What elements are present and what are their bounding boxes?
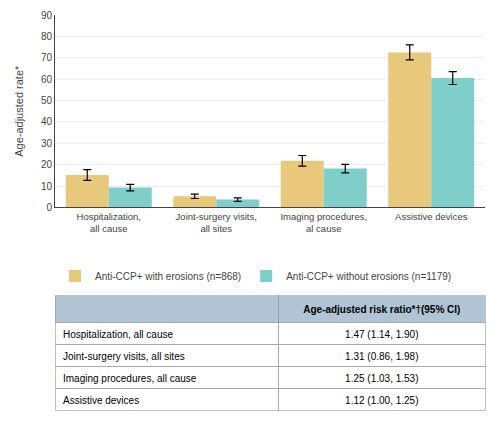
- svg-text:1.12 (1.00, 1.25): 1.12 (1.00, 1.25): [345, 395, 418, 406]
- svg-text:1.25 (1.03, 1.53): 1.25 (1.03, 1.53): [345, 373, 418, 384]
- svg-text:0: 0: [46, 202, 52, 213]
- svg-text:30: 30: [41, 138, 53, 149]
- svg-text:10: 10: [41, 181, 53, 192]
- svg-text:20: 20: [41, 159, 53, 170]
- svg-text:80: 80: [41, 31, 53, 42]
- svg-text:Anti-CCP+ without erosions (n=: Anti-CCP+ without erosions (n=1179): [286, 271, 451, 282]
- svg-text:70: 70: [41, 52, 53, 63]
- svg-text:Hospitalization,all cause: Hospitalization,all cause: [77, 211, 141, 234]
- svg-text:Age-adjusted risk ratio*†(95%: Age-adjusted risk ratio*†(95% CI): [303, 304, 460, 315]
- svg-text:Imaging procedures, all cause: Imaging procedures, all cause: [63, 373, 197, 384]
- svg-text:1.47 (1.14, 1.90): 1.47 (1.14, 1.90): [345, 329, 418, 340]
- svg-text:Age-adjusted rate*: Age-adjusted rate*: [13, 65, 25, 157]
- svg-text:60: 60: [41, 74, 53, 85]
- svg-text:Assistive devices: Assistive devices: [395, 211, 468, 222]
- svg-text:Assistive devices: Assistive devices: [63, 395, 139, 406]
- svg-text:Joint-surgery visits,all sites: Joint-surgery visits,all sites: [176, 211, 257, 234]
- svg-text:Joint-surgery visits, all site: Joint-surgery visits, all sites: [63, 351, 185, 362]
- svg-text:Imaging procedures,al cause: Imaging procedures,al cause: [280, 211, 367, 234]
- svg-text:Anti-CCP+ with erosions (n=868: Anti-CCP+ with erosions (n=868): [95, 271, 241, 282]
- svg-text:50: 50: [41, 95, 53, 106]
- svg-text:Hospitalization, all cause: Hospitalization, all cause: [63, 329, 173, 340]
- svg-text:90: 90: [41, 10, 53, 21]
- svg-text:40: 40: [41, 116, 53, 127]
- svg-text:1.31 (0.86, 1.98): 1.31 (0.86, 1.98): [345, 351, 418, 362]
